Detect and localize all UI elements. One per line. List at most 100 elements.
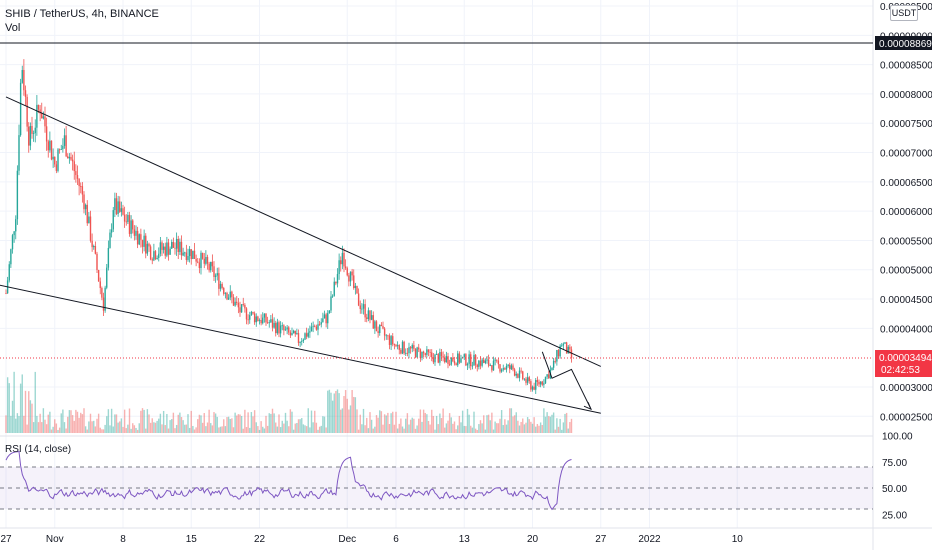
candle-body bbox=[219, 283, 222, 289]
price-tick-label: 0.00004000 bbox=[880, 324, 932, 335]
candle-body bbox=[286, 327, 288, 330]
candle-body bbox=[465, 354, 467, 366]
rsi-line bbox=[5, 450, 572, 511]
level-badge bbox=[875, 36, 932, 50]
volume-bar bbox=[387, 412, 389, 433]
price-tick-label: 0.00008000 bbox=[880, 90, 932, 101]
volume-bar bbox=[149, 422, 152, 433]
volume-bar bbox=[409, 419, 412, 433]
candle-body bbox=[489, 365, 491, 366]
candle-body bbox=[497, 360, 500, 365]
volume-bar bbox=[548, 416, 550, 433]
ticker-title[interactable]: SHIB / TetherUS, 4h, BINANCE bbox=[5, 8, 159, 20]
volume-bar bbox=[214, 413, 217, 433]
volume-bar bbox=[263, 428, 266, 433]
volume-bar bbox=[292, 429, 295, 433]
volume-bar bbox=[94, 426, 97, 433]
volume-bar bbox=[104, 424, 106, 433]
volume-bar bbox=[250, 412, 253, 433]
candle-body bbox=[63, 135, 66, 146]
volume-bar bbox=[374, 426, 376, 433]
volume-bar bbox=[219, 426, 222, 433]
candle-body bbox=[453, 361, 456, 364]
candle-body bbox=[187, 256, 189, 260]
candle-body bbox=[266, 322, 269, 324]
volume-bar bbox=[62, 409, 64, 433]
trendlines[interactable] bbox=[0, 96, 602, 414]
candle-body bbox=[86, 204, 88, 224]
candle-body bbox=[75, 171, 77, 176]
volume-bar bbox=[336, 389, 339, 433]
candle-body bbox=[184, 252, 186, 254]
volume-bar bbox=[322, 416, 324, 433]
candle-body bbox=[327, 313, 329, 324]
candle-body bbox=[471, 365, 474, 367]
volume-bar bbox=[68, 410, 71, 433]
volume-bar bbox=[473, 411, 475, 433]
candle-body bbox=[296, 333, 298, 335]
volume-bar bbox=[354, 397, 357, 433]
candle-body bbox=[107, 247, 110, 268]
volume-bar bbox=[57, 429, 59, 433]
volume-bar bbox=[102, 429, 105, 433]
volume-bar bbox=[81, 414, 84, 433]
candle-body bbox=[512, 365, 514, 370]
volume-bar bbox=[200, 415, 202, 433]
volume-bar bbox=[146, 409, 149, 433]
candle-body bbox=[395, 344, 397, 347]
candle-body bbox=[279, 325, 282, 334]
volume-bar bbox=[106, 416, 108, 433]
candle-body bbox=[18, 135, 20, 171]
volume-bar bbox=[8, 383, 10, 433]
volume-bar bbox=[403, 428, 405, 433]
volume-bars bbox=[5, 371, 573, 433]
candle-body bbox=[307, 332, 309, 337]
volume-bar bbox=[171, 419, 173, 433]
candle-body bbox=[36, 104, 38, 128]
rsi-tick-label: 75.00 bbox=[882, 458, 907, 469]
candle-body bbox=[198, 262, 201, 269]
candle-body bbox=[544, 376, 547, 384]
candle-body bbox=[322, 318, 324, 323]
candle-body bbox=[96, 253, 98, 271]
volume-bar bbox=[393, 424, 396, 433]
candle-body bbox=[201, 252, 204, 259]
currency-button[interactable]: USDT bbox=[890, 5, 918, 21]
date-tick-label: 8 bbox=[120, 534, 126, 545]
countdown-text: 02:42:53 bbox=[881, 365, 920, 376]
candle-body bbox=[301, 340, 303, 342]
candle-body bbox=[523, 378, 526, 380]
volume-bar bbox=[136, 429, 139, 433]
volume-bar bbox=[486, 415, 488, 433]
volume-bar bbox=[21, 374, 23, 433]
volume-bar bbox=[249, 427, 251, 433]
volume-bar bbox=[299, 419, 301, 433]
volume-bar bbox=[213, 412, 215, 433]
rsi-axis[interactable]: 100.00 75.00 50.00 25.00 bbox=[882, 432, 913, 522]
volume-label[interactable]: Vol bbox=[5, 22, 21, 34]
candle-body bbox=[333, 281, 335, 296]
volume-bar bbox=[223, 419, 225, 433]
candle-body bbox=[29, 126, 32, 146]
volume-bar bbox=[19, 383, 22, 433]
candle-body bbox=[89, 216, 92, 241]
candle-body bbox=[88, 216, 90, 224]
volume-bar bbox=[123, 409, 126, 433]
volume-bar bbox=[422, 409, 425, 433]
candle-body bbox=[223, 288, 225, 294]
candle-body bbox=[68, 156, 71, 159]
candle-body bbox=[531, 386, 534, 390]
candle-body bbox=[388, 335, 391, 345]
candle-body bbox=[418, 347, 420, 350]
candlesticks bbox=[5, 59, 573, 394]
time-axis[interactable]: 27 Nov 8 15 22 Dec 6 13 20 27 2022 10 bbox=[0, 534, 743, 545]
volume-bar bbox=[432, 415, 435, 433]
volume-bar bbox=[541, 424, 543, 433]
candle-body bbox=[26, 96, 28, 127]
volume-bar bbox=[327, 390, 329, 433]
candle-body bbox=[283, 325, 285, 331]
volume-bar bbox=[562, 422, 565, 433]
volume-bar bbox=[435, 415, 438, 433]
candle-body bbox=[314, 325, 316, 327]
